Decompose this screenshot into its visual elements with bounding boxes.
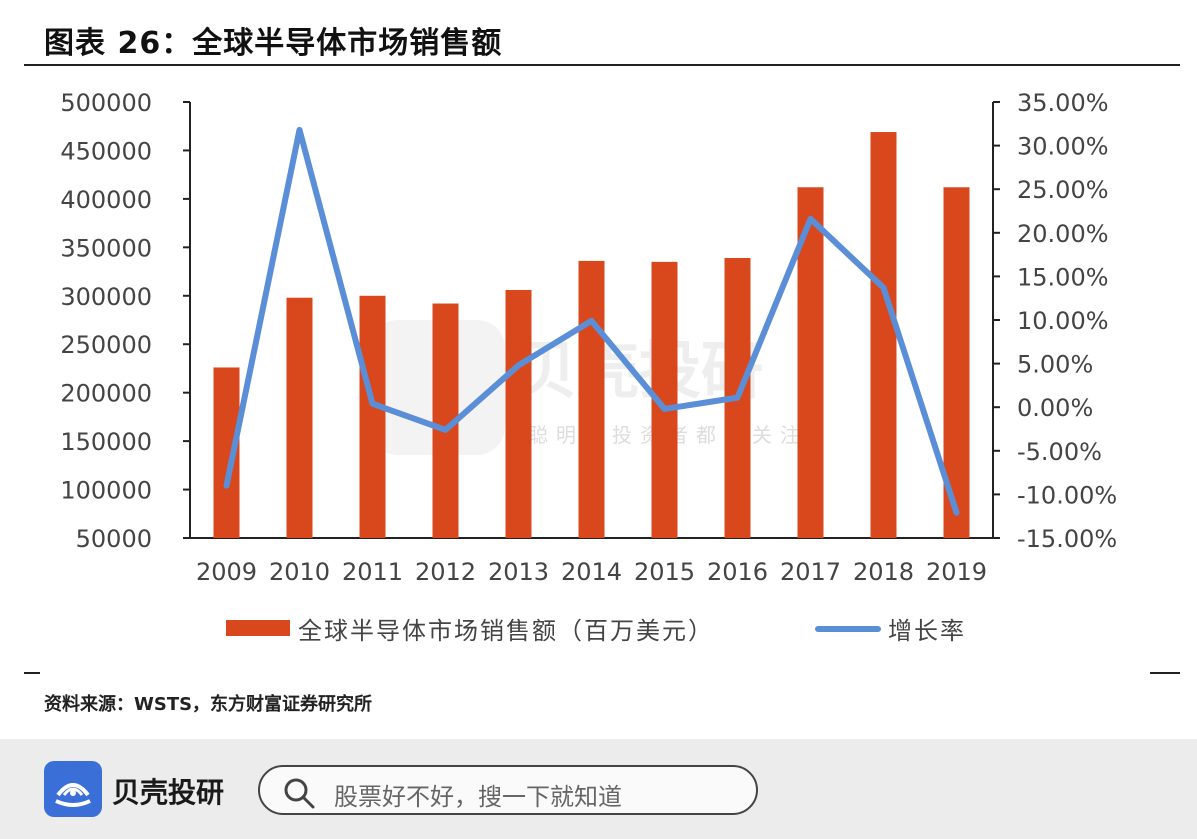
bar-2010 [286, 297, 313, 538]
bottom-rule-right [1150, 672, 1180, 674]
brand-name[interactable]: 贝壳投研 [112, 776, 225, 809]
left-tick-label: 350000 [60, 234, 152, 262]
right-tick-label: 0.00% [1017, 394, 1093, 422]
growth-rate-point-2015 [662, 406, 667, 411]
x-tick-label: 2016 [707, 558, 768, 586]
search-placeholder: 股票好不好，搜一下就知道 [334, 783, 622, 811]
source-note: 资料来源：WSTS，东方财富证券研究所 [44, 694, 373, 715]
figure-title: 图表 26：全球半导体市场销售额 [44, 26, 503, 61]
bar-2018 [870, 132, 897, 538]
x-tick-label: 2017 [780, 558, 841, 586]
growth-rate-point-2010 [297, 127, 302, 132]
bar-2013 [505, 289, 532, 538]
left-tick-label: 250000 [60, 331, 152, 359]
right-tick-label: 15.00% [1017, 263, 1109, 291]
legend-bar-label: 全球半导体市场销售额（百万美元） [298, 617, 714, 645]
right-tick-label: 25.00% [1017, 176, 1109, 204]
left-tick-label: 500000 [60, 89, 152, 117]
right-tick-label: 30.00% [1017, 133, 1109, 161]
left-tick-label: 300000 [60, 283, 152, 311]
legend: 全球半导体市场销售额（百万美元） 增长率 [226, 617, 966, 645]
right-tick-label: -15.00% [1017, 525, 1117, 553]
left-tick-label: 200000 [60, 380, 152, 408]
bar-2011 [359, 295, 386, 538]
right-tick-label: 10.00% [1017, 307, 1109, 335]
right-tick-label: 20.00% [1017, 220, 1109, 248]
growth-rate-point-2014 [589, 318, 594, 323]
growth-rate-point-2012 [443, 427, 448, 432]
title-rule [24, 64, 1180, 66]
x-tick-label: 2013 [488, 558, 549, 586]
growth-rate-point-2018 [881, 285, 886, 290]
right-tick-label: -5.00% [1017, 438, 1102, 466]
x-tick-label: 2011 [342, 558, 403, 586]
legend-line-label: 增长率 [888, 617, 966, 645]
x-tick-label: 2018 [853, 558, 914, 586]
left-tick-label: 150000 [60, 428, 152, 456]
left-tick-label: 100000 [60, 477, 152, 505]
left-tick-label: 50000 [76, 525, 152, 553]
left-tick-label: 450000 [60, 137, 152, 165]
semiconductor-sales-chart: 贝壳投研 聪明的投资者都在关注 500000450000400000350000… [60, 89, 1117, 645]
growth-rate-point-2017 [808, 216, 813, 221]
x-tick-label: 2009 [196, 558, 257, 586]
x-tick-label: 2014 [561, 558, 622, 586]
line-series [223, 126, 960, 516]
axes: 500000 450000 400000 350000 300000 250000 2000… [60, 89, 1117, 586]
growth-rate-point-2011 [370, 401, 375, 406]
search-input[interactable]: 股票好不好，搜一下就知道 [258, 765, 758, 815]
footer-bar: 贝壳投研 股票好不好，搜一下就知道 [0, 739, 1197, 839]
right-tick-label: 35.00% [1017, 89, 1109, 117]
right-tick-label: -10.00% [1017, 481, 1117, 509]
watermark-brand: 贝壳投研 [515, 334, 763, 407]
bar-series [213, 132, 970, 539]
left-tick-label: 400000 [60, 186, 152, 214]
x-tick-label: 2010 [269, 558, 330, 586]
legend-bar-swatch [226, 620, 290, 636]
growth-rate-point-2019 [954, 510, 959, 515]
brand-logo-icon[interactable] [44, 761, 102, 817]
x-tick-label: 2019 [926, 558, 987, 586]
x-tick-label: 2012 [415, 558, 476, 586]
growth-rate-point-2016 [735, 395, 740, 400]
x-tick-label: 2015 [634, 558, 695, 586]
growth-rate-point-2009 [224, 483, 229, 488]
search-icon [284, 778, 315, 809]
growth-rate-point-2013 [516, 363, 521, 368]
bottom-rule-left [24, 672, 40, 674]
bar-2014 [578, 260, 605, 538]
right-tick-label: 5.00% [1017, 351, 1093, 379]
